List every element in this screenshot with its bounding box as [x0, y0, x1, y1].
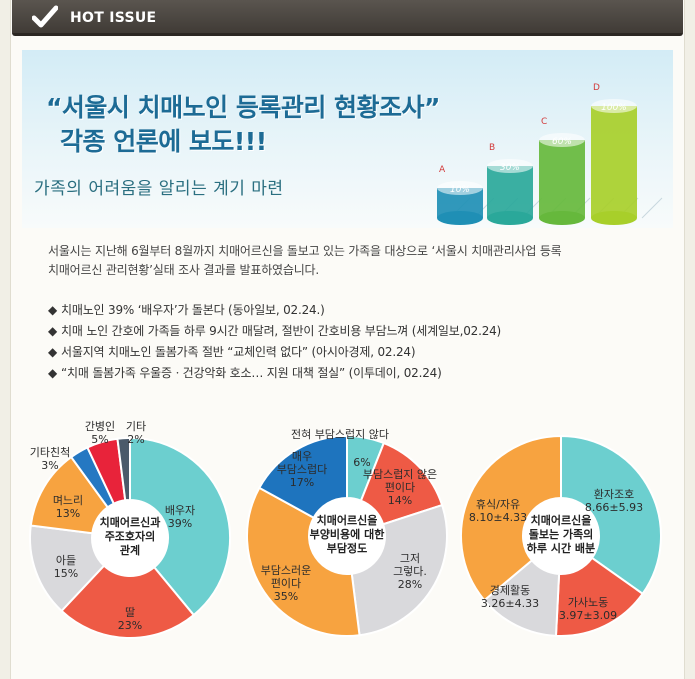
cylinder-letter: C: [541, 117, 547, 127]
donut-center-label: 부담정도: [327, 541, 367, 555]
slice-value: 35%: [274, 590, 298, 603]
cylinder-top: [591, 99, 637, 113]
cylinder-letter: D: [593, 83, 600, 93]
slice-value: 6%: [353, 456, 370, 469]
slice-label: 부담스럽지 않은: [363, 467, 437, 481]
slice-value: 8.66±5.93: [585, 501, 643, 514]
slice-value: 13%: [56, 507, 80, 520]
slice-value: 14%: [388, 494, 412, 507]
slice-value: 15%: [54, 567, 78, 580]
banner-title-line2: 각종 언론에 보도!!!: [60, 127, 267, 156]
intro-line1: 서울시는 지난해 6월부터 8월까지 치매어르신을 돌보고 있는 가족을 대상으…: [48, 244, 562, 258]
slice-label: 기타: [126, 420, 146, 433]
diamond-icon: ◆: [48, 303, 58, 317]
slice-label: 가사노동: [568, 596, 608, 609]
cylinder-percent: 100%: [601, 103, 627, 113]
cylinder-percent: 30%: [500, 163, 520, 173]
hot-issue-header: HOT ISSUE: [12, 0, 683, 36]
donut-center-label: 주조호자의: [105, 529, 156, 543]
slice-label: 편이다: [271, 577, 301, 590]
news-bullet-text: 치매노인 39% ‘배우자’가 돌본다 (동아일보, 02.24.): [61, 303, 325, 317]
growth-cylinder-graphic: 10% A 30% B 60% C 100%D: [437, 83, 663, 225]
slice-value: 3%: [41, 459, 58, 472]
slice-label: 간병인: [85, 420, 115, 433]
slice-label: 부담스럽다: [277, 462, 328, 476]
grid-line: [641, 197, 663, 219]
cylinder-base: [437, 211, 483, 225]
checkmark-icon: [32, 5, 58, 28]
slice-value: 17%: [290, 476, 314, 489]
news-bullet: ◆ 치매 노인 간호에 가족들 하루 9시간 매달려, 절반이 간호비용 부담느껴…: [48, 321, 501, 342]
intro-line2: 치매어르신 관리현황’실태 조사 결과를 발표하였습니다.: [48, 263, 320, 277]
slice-value: 28%: [398, 578, 422, 591]
donut-hole: [523, 498, 599, 574]
slice-label: 배우자: [165, 504, 195, 517]
slice-value: 2%: [127, 433, 144, 446]
banner-subtitle: 가족의 어려움을 알리는 계기 마련: [34, 179, 284, 199]
slice-label: 부담스러운: [261, 564, 312, 577]
slice-label: 휴식/자유: [476, 498, 520, 511]
cylinder-top: [437, 181, 483, 195]
donut-center-label: 부양비용에 대한: [310, 527, 385, 541]
slice-label: 그저: [400, 552, 420, 565]
slice-value: 8.10±4.33: [469, 511, 527, 524]
news-bullet-text: “치매 돌봄가족 우울증ㆍ건강악화 호소… 지원 대책 절실” (이투데이, 0…: [61, 366, 442, 380]
cylinder-percent: 10%: [450, 185, 470, 195]
slice-value: 5%: [91, 433, 108, 446]
news-bullet-list: ◆ 치매노인 39% ‘배우자’가 돌본다 (동아일보, 02.24.) ◆ 치매 …: [48, 300, 501, 384]
cylinder-base: [487, 211, 533, 225]
slice-label: 환자조호: [594, 488, 634, 501]
donut-hole: [309, 498, 385, 574]
slice-label: 경제활동: [490, 583, 530, 597]
slice-label: 편이다: [385, 481, 415, 494]
banner-title-line1: “서울시 치매노인 등록관리 현황조사”: [46, 93, 440, 122]
news-bullet: ◆ “치매 돌봄가족 우울증ㆍ건강악화 호소… 지원 대책 절실” (이투데이, …: [48, 363, 501, 384]
header-label: HOT ISSUE: [70, 10, 157, 26]
slice-value: 3.26±4.33: [481, 597, 539, 610]
cylinder-body: [591, 106, 637, 218]
slice-value: 23%: [118, 619, 142, 632]
slice-value: 39%: [168, 517, 192, 530]
banner: “서울시 치매노인 등록관리 현황조사” 각종 언론에 보도!!! 가족의 어려…: [22, 50, 673, 228]
donut-hole: [92, 500, 168, 576]
diamond-icon: ◆: [48, 324, 58, 338]
cylinder-base: [539, 211, 585, 225]
donut-center-label: 관계: [120, 543, 140, 557]
donut-center-label: 치매어르신을: [317, 513, 378, 527]
donut-center-label: 돌보는 가족의: [529, 527, 594, 541]
diamond-icon: ◆: [48, 345, 58, 359]
slice-label: 전혀 부담스럽지 않다: [291, 427, 389, 441]
slice-label: 그렇다.: [393, 565, 427, 578]
cylinder-body: [539, 140, 585, 218]
cylinder-letter: A: [439, 165, 446, 175]
news-bullet: ◆ 서울지역 치매노인 돌봄가족 절반 “교체인력 없다” (아시아경제, 02.…: [48, 342, 501, 363]
donut-center-label: 치매어르신을: [531, 513, 592, 527]
cylinder-base: [591, 211, 637, 225]
donut-center-label: 하루 시간 배분: [527, 541, 595, 555]
slice-label: 딸: [125, 606, 135, 619]
cylinder-top: [539, 133, 585, 147]
cylinder-letter: B: [489, 143, 495, 153]
slice-label: 며느리: [53, 494, 83, 507]
diamond-icon: ◆: [48, 366, 58, 380]
chart-cost-burden: 치매어르신을 부양비용에 대한 부담정도 전혀 부담스럽지 않다 6% 부담스럽지 않은 편…: [240, 424, 455, 654]
news-bullet: ◆ 치매노인 39% ‘배우자’가 돌본다 (동아일보, 02.24.): [48, 300, 501, 321]
cylinder-top: [487, 159, 533, 173]
slice-label: 기타친척: [30, 446, 70, 459]
donut-center-label: 치매어르신과: [100, 515, 161, 529]
slice-label: 아들: [56, 554, 76, 567]
cylinder-percent: 60%: [552, 137, 572, 147]
slice-label: 매우: [292, 450, 312, 463]
chart-caregiver-relation: 치매어르신과 주조호자의 관계 배우자 39% 딸 23% 아들 15% 며느리 13% 기타친척 3%…: [18, 404, 238, 654]
news-bullet-text: 치매 노인 간호에 가족들 하루 9시간 매달려, 절반이 간호비용 부담느껴 …: [61, 324, 502, 338]
chart-daily-time: 치매어르신을 돌보는 가족의 하루 시간 배분 환자조호 8.66±5.93 가사노동 3.…: [454, 428, 669, 658]
cylinder-body: [487, 166, 533, 218]
slice-value: 3.97±3.09: [559, 609, 617, 622]
news-bullet-text: 서울지역 치매노인 돌봄가족 절반 “교체인력 없다” (아시아경제, 02.2…: [61, 345, 416, 359]
